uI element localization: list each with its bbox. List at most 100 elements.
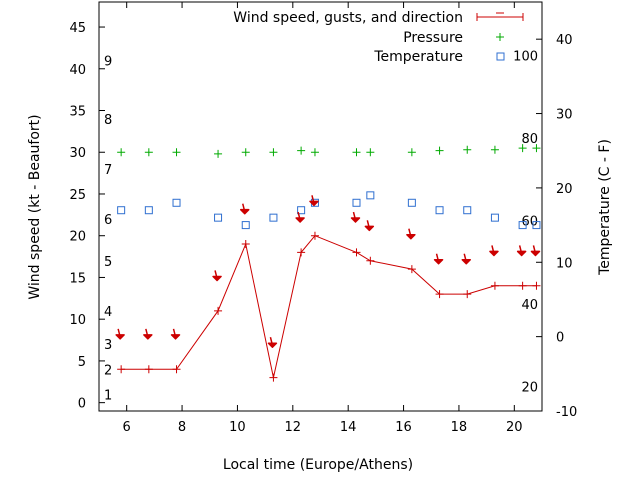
y-left-tick-label: 10 [69, 313, 86, 328]
wind-direction-arrow [239, 203, 250, 215]
temperature-point [366, 191, 375, 200]
beaufort-scale-label: 6 [104, 213, 112, 228]
wind-speed-point [297, 248, 306, 257]
direction-arrows [115, 195, 541, 348]
wind-direction-arrow [516, 245, 527, 257]
temperature-point [352, 198, 361, 207]
wind-speed-point [352, 248, 361, 257]
pressure-point [117, 148, 126, 157]
y-right-tick-label: 10 [556, 256, 573, 271]
pressure-point [241, 148, 250, 157]
temperature-point [435, 206, 444, 215]
pressure-point [214, 149, 223, 158]
y-left-tick-label: 30 [69, 146, 86, 161]
temperature-point [269, 213, 278, 222]
legend-label-wind: Wind speed, gusts, and direction [233, 10, 463, 26]
wind-direction-arrow [295, 211, 305, 223]
wind-direction-arrow [364, 220, 375, 232]
wind-direction-arrow [115, 328, 125, 340]
axis-ticks: 6 8 10 12 14 16 18 20051015202530354045-1001020… [69, 2, 577, 435]
pressure-point [352, 148, 361, 157]
beaufort-scale-label: 9 [104, 54, 112, 69]
wind-direction-arrow [530, 245, 541, 257]
y-left-tick-label: 40 [69, 63, 86, 78]
beaufort-scale-label: 7 [104, 163, 112, 178]
x-tick-label: 18 [451, 420, 468, 435]
y-right-tick-label: 20 [556, 182, 573, 197]
y-right-tick-label: 30 [556, 108, 573, 123]
wind-speed-point [532, 281, 541, 290]
temperature-point [214, 213, 223, 222]
x-tick-label: 12 [285, 420, 302, 435]
inner-scale-labels: 1 2 3 4 5 6 7 8 9 20 40 60 80 100 [104, 50, 538, 404]
wind-direction-arrow [433, 253, 444, 265]
y-right-tick-label: 0 [556, 331, 564, 346]
y-left-tick-label: 20 [69, 230, 86, 245]
x-tick-label: 16 [395, 420, 412, 435]
wind-direction-arrow [170, 328, 181, 340]
y-right-tick-label: 40 [556, 33, 573, 48]
y-left-tick-label: 25 [69, 188, 86, 203]
y-left-tick-label: 45 [69, 21, 86, 36]
wind-direction-arrow [267, 337, 278, 348]
fahrenheit-scale-label: 60 [521, 215, 538, 230]
legend-label-pressure: Pressure [403, 30, 463, 46]
wind-direction-arrow [143, 328, 153, 340]
temperature-point [518, 221, 527, 230]
wind-speed-point [463, 290, 472, 299]
series-layer [117, 144, 541, 382]
beaufort-scale-label: 8 [104, 113, 112, 128]
temperature-point [241, 221, 250, 230]
wind-speed-point [407, 265, 416, 274]
pressure-point [310, 148, 319, 157]
wind-speed-point [214, 306, 223, 315]
wind-speed-point [269, 373, 278, 382]
wind-direction-arrow [489, 245, 499, 257]
pressure-point [269, 148, 278, 157]
pressure-point [463, 145, 472, 154]
pressure-point [366, 148, 375, 157]
beaufort-scale-label: 2 [104, 363, 112, 378]
wind-speed-point [144, 365, 153, 374]
wind-speed-point [310, 231, 319, 240]
temperature-point [172, 198, 181, 207]
beaufort-scale-label: 4 [104, 305, 112, 320]
x-tick-label: 8 [178, 420, 186, 435]
wind-speed-line [121, 235, 537, 378]
x-axis-title: Local time (Europe/Athens) [223, 457, 413, 473]
pressure-point [172, 148, 181, 157]
x-tick-label: 20 [506, 420, 523, 435]
x-tick-label: 10 [229, 420, 246, 435]
wind-speed-point [435, 290, 444, 299]
pressure-point [490, 145, 499, 154]
wind-speed-point [490, 281, 499, 290]
beaufort-scale-label: 3 [104, 338, 112, 353]
beaufort-scale-label: 1 [104, 388, 112, 403]
temperature-point [532, 221, 541, 230]
wind-speed-point [241, 240, 250, 249]
wind-speed-point [366, 256, 375, 265]
fahrenheit-scale-label: 40 [521, 298, 538, 313]
pressure-point [297, 146, 306, 155]
pressure-point [532, 144, 541, 153]
beaufort-scale-label: 5 [104, 255, 112, 270]
y-left-tick-label: 5 [78, 355, 86, 370]
wind-direction-arrow [406, 228, 416, 240]
temperature-point [144, 206, 153, 215]
legend-symbol-pressure [496, 33, 504, 41]
x-tick-label: 14 [340, 420, 357, 435]
pressure-point [518, 144, 527, 153]
y-axis-left-title: Wind speed (kt - Beaufort) [27, 114, 43, 299]
y-axis-right-title: Temperature (C - F) [597, 139, 613, 276]
legend: Wind speed, gusts, and direction Pressur… [233, 10, 524, 65]
temperature-point [117, 206, 126, 215]
wind-speed-point [117, 365, 126, 374]
pressure-point [435, 146, 444, 155]
y-left-tick-label: 0 [78, 397, 86, 412]
temperature-point [297, 206, 306, 215]
temperature-point [407, 198, 416, 207]
fahrenheit-scale-label: 100 [513, 50, 538, 65]
wind-speed-point [518, 281, 527, 290]
